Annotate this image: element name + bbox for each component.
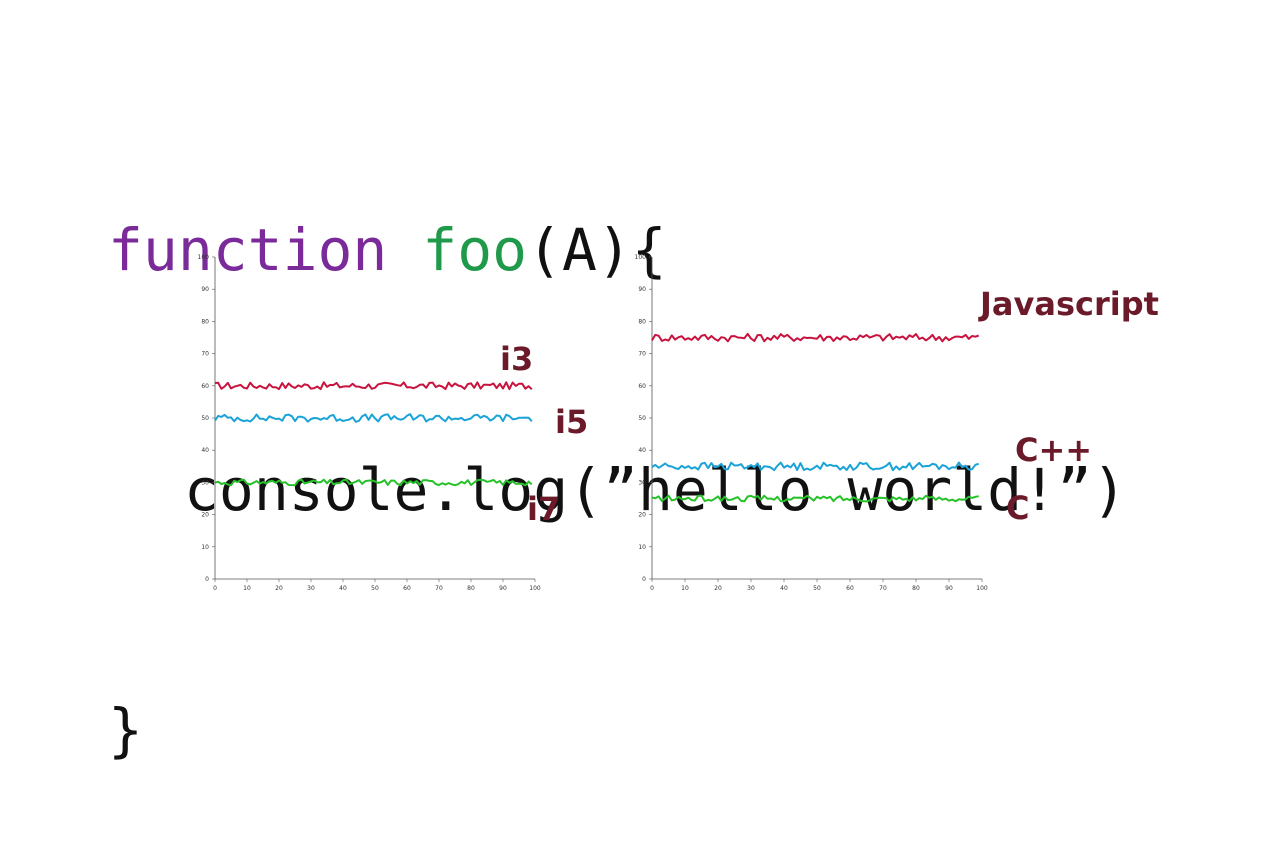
x-tick-label: 50 [371, 585, 379, 592]
x-tick-label: 10 [681, 585, 689, 592]
y-tick-label: 100 [635, 254, 647, 261]
y-tick-label: 20 [638, 512, 646, 519]
language-chart: 0 10 20 30 40 50 60 70 80 90 100 0 10 20 30 40 50 60 70 80 9… [635, 254, 1159, 592]
cpu-chart: 0 10 20 30 40 50 60 70 80 90 100 0 10 20 30 40 50 60 70 80 9… [198, 254, 589, 592]
series-label: C++ [1015, 431, 1092, 469]
y-tick-label: 10 [201, 544, 209, 551]
y-tick-label: 0 [642, 576, 646, 583]
y-tick-label: 50 [201, 415, 209, 422]
x-tick-label: 0 [650, 585, 654, 592]
y-tick-label: 10 [638, 544, 646, 551]
x-tick-label: 30 [307, 585, 315, 592]
y-tick-label: 60 [638, 383, 646, 390]
y-tick-label: 30 [638, 479, 646, 486]
series-label: i3 [500, 340, 533, 378]
y-tick-label: 100 [198, 254, 210, 261]
x-tick-label: 60 [403, 585, 411, 592]
y-tick-label: 80 [638, 318, 646, 325]
y-tick-label: 40 [638, 447, 646, 454]
y-tick-label: 80 [201, 318, 209, 325]
y-tick-label: 20 [201, 512, 209, 519]
code-function-name: foo [422, 216, 528, 284]
x-tick-label: 90 [945, 585, 953, 592]
x-tick-label: 100 [976, 585, 988, 592]
x-tick-label: 20 [714, 585, 722, 592]
y-tick-label: 0 [205, 576, 209, 583]
x-tick-label: 0 [213, 585, 217, 592]
x-tick-label: 50 [813, 585, 821, 592]
x-tick-label: 70 [435, 585, 443, 592]
series-line-c [651, 494, 979, 503]
series-line-i3 [214, 381, 533, 391]
code-keyword: function [108, 216, 388, 284]
x-tick-label: 100 [529, 585, 541, 592]
x-tick-label: 10 [243, 585, 251, 592]
y-tick-label: 90 [638, 286, 646, 293]
x-tick-label: 80 [912, 585, 920, 592]
y-tick-label: 50 [638, 415, 646, 422]
x-tick-label: 40 [780, 585, 788, 592]
series-line-cpp [651, 461, 979, 472]
series-label: i5 [555, 403, 588, 441]
series-label: i7 [527, 490, 560, 528]
x-tick-label: 20 [275, 585, 283, 592]
y-tick-label: 60 [201, 383, 209, 390]
x-tick-label: 40 [339, 585, 347, 592]
x-tick-label: 60 [846, 585, 854, 592]
y-tick-label: 90 [201, 286, 209, 293]
x-tick-label: 80 [467, 585, 475, 592]
y-tick-label: 30 [201, 479, 209, 486]
code-line-3: } [108, 696, 143, 764]
x-tick-label: 70 [879, 585, 887, 592]
series-label: C [1006, 489, 1029, 527]
y-tick-label: 70 [201, 351, 209, 358]
series-label: Javascript [978, 285, 1159, 323]
y-tick-label: 40 [201, 447, 209, 454]
x-tick-label: 90 [499, 585, 507, 592]
x-tick-label: 30 [747, 585, 755, 592]
series-line-i5 [214, 413, 533, 423]
code-line-1: function foo(A){ [108, 210, 1127, 290]
series-line-javascript [651, 332, 980, 343]
series-line-i7 [214, 478, 533, 487]
y-tick-label: 70 [638, 351, 646, 358]
code-signature: (A){ [527, 216, 667, 284]
